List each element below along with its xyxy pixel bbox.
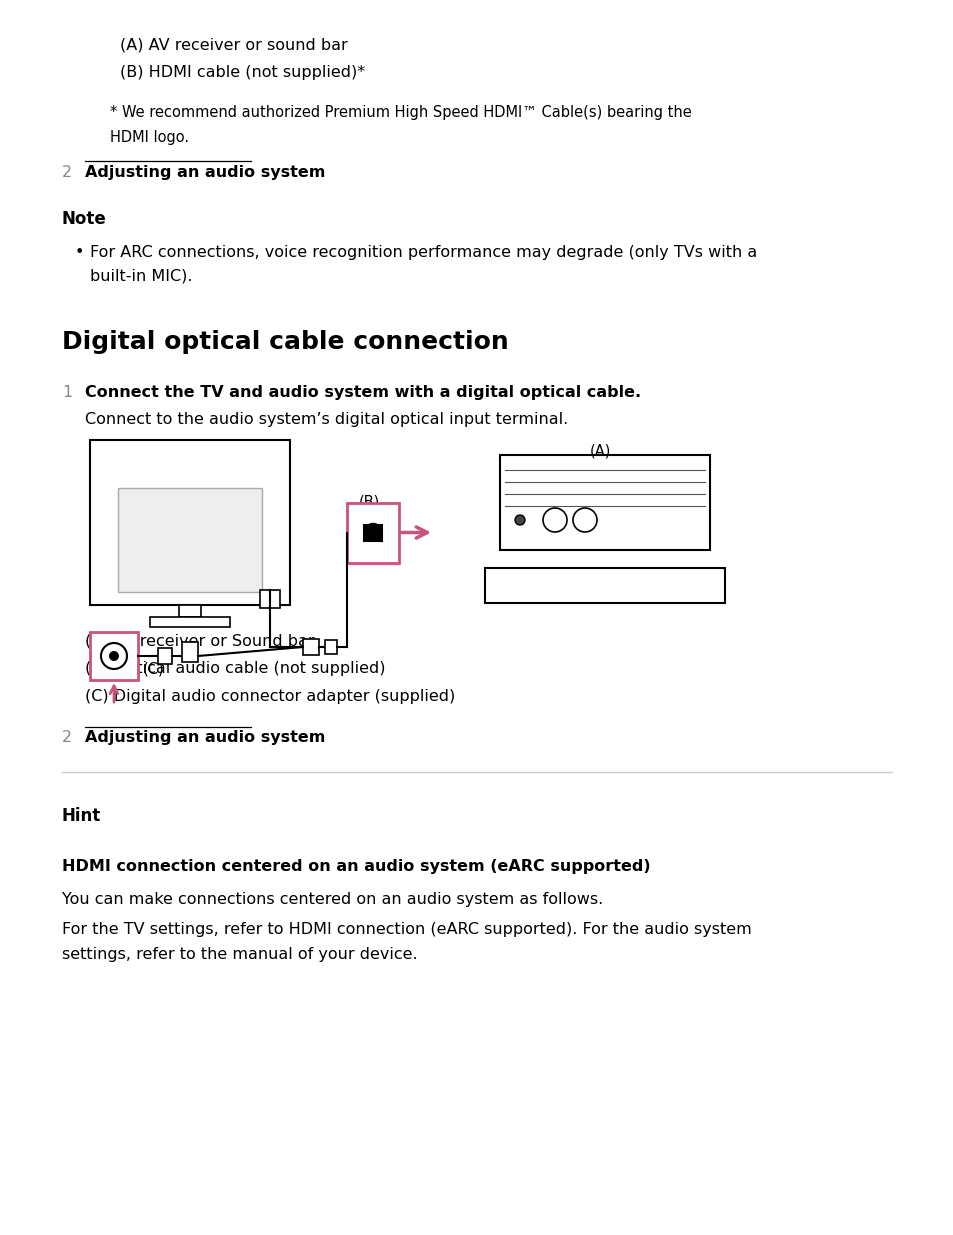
- Text: (A): (A): [589, 443, 611, 458]
- Text: Adjusting an audio system: Adjusting an audio system: [85, 730, 325, 745]
- Text: (C) Digital audio connector adapter (supplied): (C) Digital audio connector adapter (sup…: [85, 689, 455, 704]
- Bar: [90, 440, 290, 605]
- Text: (C): (C): [143, 662, 165, 677]
- Text: Hint: Hint: [62, 806, 101, 825]
- Bar: [325, 640, 336, 655]
- Bar: [158, 648, 172, 664]
- Bar: [179, 605, 201, 618]
- Bar: [90, 632, 138, 680]
- Text: HDMI connection centered on an audio system (eARC supported): HDMI connection centered on an audio sys…: [62, 860, 650, 874]
- Bar: [182, 642, 198, 662]
- Bar: [260, 590, 280, 608]
- Text: For ARC connections, voice recognition performance may degrade (only TVs with a
: For ARC connections, voice recognition p…: [90, 245, 757, 283]
- Bar: [303, 638, 318, 655]
- Text: 2: 2: [62, 165, 72, 180]
- Text: * We recommend authorized Premium High Speed HDMI™ Cable(s) bearing the
HDMI log: * We recommend authorized Premium High S…: [110, 105, 691, 144]
- Text: (B) Optical audio cable (not supplied): (B) Optical audio cable (not supplied): [85, 661, 385, 676]
- Bar: [150, 618, 230, 627]
- Circle shape: [101, 643, 127, 669]
- Text: Digital optical cable connection: Digital optical cable connection: [62, 330, 508, 354]
- Text: Connect the TV and audio system with a digital optical cable.: Connect the TV and audio system with a d…: [85, 385, 640, 400]
- Text: •: •: [75, 245, 84, 261]
- Bar: [364, 525, 381, 541]
- Circle shape: [109, 651, 119, 661]
- Text: Adjusting an audio system: Adjusting an audio system: [85, 165, 325, 180]
- Text: (B): (B): [358, 494, 380, 510]
- Circle shape: [542, 508, 566, 532]
- Text: (B) HDMI cable (not supplied)*: (B) HDMI cable (not supplied)*: [120, 65, 365, 80]
- Text: (A) AV receiver or sound bar: (A) AV receiver or sound bar: [120, 38, 348, 53]
- Bar: [499, 454, 709, 550]
- Text: 2: 2: [62, 730, 72, 745]
- Text: (A) AV receiver or Sound bar: (A) AV receiver or Sound bar: [85, 634, 314, 648]
- Circle shape: [515, 515, 524, 525]
- Text: For the TV settings, refer to HDMI connection (eARC supported). For the audio sy: For the TV settings, refer to HDMI conne…: [62, 923, 751, 962]
- Text: Note: Note: [62, 210, 107, 228]
- Bar: [347, 503, 398, 562]
- Bar: [118, 488, 262, 592]
- Text: 1: 1: [62, 385, 72, 400]
- Text: You can make connections centered on an audio system as follows.: You can make connections centered on an …: [62, 892, 602, 906]
- Text: Connect to the audio system’s digital optical input terminal.: Connect to the audio system’s digital op…: [85, 412, 568, 427]
- Circle shape: [573, 508, 597, 532]
- Bar: [484, 568, 724, 603]
